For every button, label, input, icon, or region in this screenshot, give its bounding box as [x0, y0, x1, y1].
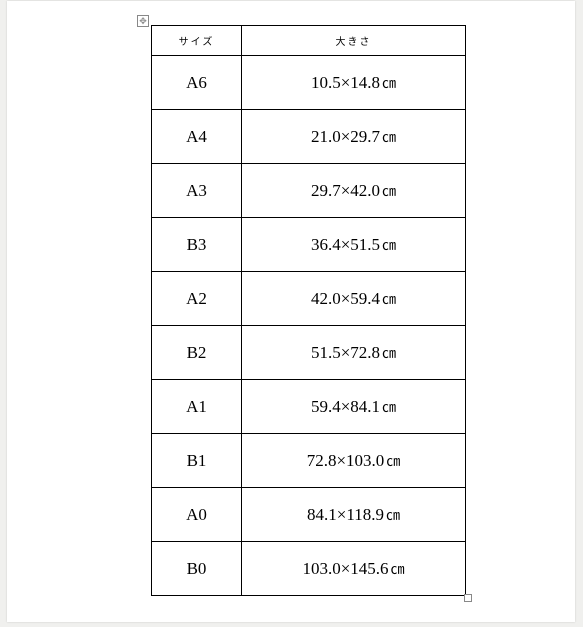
cell-dimension: 29.7×42.0㎝ — [242, 164, 466, 218]
dim-unit: ㎝ — [386, 455, 400, 470]
cell-dimension: 36.4×51.5㎝ — [242, 218, 466, 272]
cell-size: A3 — [152, 164, 242, 218]
header-dimension: 大きさ — [242, 26, 466, 56]
table-header-row: サイズ 大きさ — [152, 26, 466, 56]
cell-size: A0 — [152, 488, 242, 542]
dim-value: 42.0×59.4 — [311, 289, 380, 308]
cell-size: B1 — [152, 434, 242, 488]
cell-dimension: 21.0×29.7㎝ — [242, 110, 466, 164]
dim-value: 84.1×118.9 — [307, 505, 384, 524]
paper-size-table: サイズ 大きさ A6 10.5×14.8㎝ A4 21.0×29.7㎝ A3 2… — [151, 25, 466, 596]
page-container: ✥ サイズ 大きさ A6 10.5×14.8㎝ A4 21.0×29.7㎝ A3 — [7, 1, 575, 622]
table-wrapper: ✥ サイズ 大きさ A6 10.5×14.8㎝ A4 21.0×29.7㎝ A3 — [151, 25, 466, 596]
dim-unit: ㎝ — [386, 509, 400, 524]
dim-value: 72.8×103.0 — [307, 451, 385, 470]
table-row: B3 36.4×51.5㎝ — [152, 218, 466, 272]
table-row: A4 21.0×29.7㎝ — [152, 110, 466, 164]
cell-dimension: 51.5×72.8㎝ — [242, 326, 466, 380]
header-size: サイズ — [152, 26, 242, 56]
cell-size: A2 — [152, 272, 242, 326]
table-row: B1 72.8×103.0㎝ — [152, 434, 466, 488]
dim-unit: ㎝ — [382, 131, 396, 146]
cell-size: A6 — [152, 56, 242, 110]
cell-dimension: 103.0×145.6㎝ — [242, 542, 466, 596]
dim-value: 103.0×145.6 — [302, 559, 388, 578]
cell-size: A4 — [152, 110, 242, 164]
dim-value: 51.5×72.8 — [311, 343, 380, 362]
dim-value: 29.7×42.0 — [311, 181, 380, 200]
cell-size: B2 — [152, 326, 242, 380]
cell-dimension: 10.5×14.8㎝ — [242, 56, 466, 110]
dim-value: 10.5×14.8 — [311, 73, 380, 92]
table-move-handle-icon[interactable]: ✥ — [137, 15, 149, 27]
table-row: A3 29.7×42.0㎝ — [152, 164, 466, 218]
dim-unit: ㎝ — [391, 563, 405, 578]
cell-size: B3 — [152, 218, 242, 272]
dim-value: 59.4×84.1 — [311, 397, 380, 416]
dim-unit: ㎝ — [382, 293, 396, 308]
cell-dimension: 59.4×84.1㎝ — [242, 380, 466, 434]
table-row: B2 51.5×72.8㎝ — [152, 326, 466, 380]
dim-unit: ㎝ — [382, 239, 396, 254]
dim-value: 21.0×29.7 — [311, 127, 380, 146]
table-row: A2 42.0×59.4㎝ — [152, 272, 466, 326]
dim-unit: ㎝ — [382, 401, 396, 416]
table-row: A0 84.1×118.9㎝ — [152, 488, 466, 542]
dim-unit: ㎝ — [382, 347, 396, 362]
cell-size: B0 — [152, 542, 242, 596]
cell-size: A1 — [152, 380, 242, 434]
cell-dimension: 72.8×103.0㎝ — [242, 434, 466, 488]
dim-unit: ㎝ — [382, 77, 396, 92]
table-row: A6 10.5×14.8㎝ — [152, 56, 466, 110]
cell-dimension: 42.0×59.4㎝ — [242, 272, 466, 326]
dim-value: 36.4×51.5 — [311, 235, 380, 254]
dim-unit: ㎝ — [382, 185, 396, 200]
table-resize-handle-icon[interactable] — [464, 594, 472, 602]
cell-dimension: 84.1×118.9㎝ — [242, 488, 466, 542]
table-row: A1 59.4×84.1㎝ — [152, 380, 466, 434]
table-row: B0 103.0×145.6㎝ — [152, 542, 466, 596]
